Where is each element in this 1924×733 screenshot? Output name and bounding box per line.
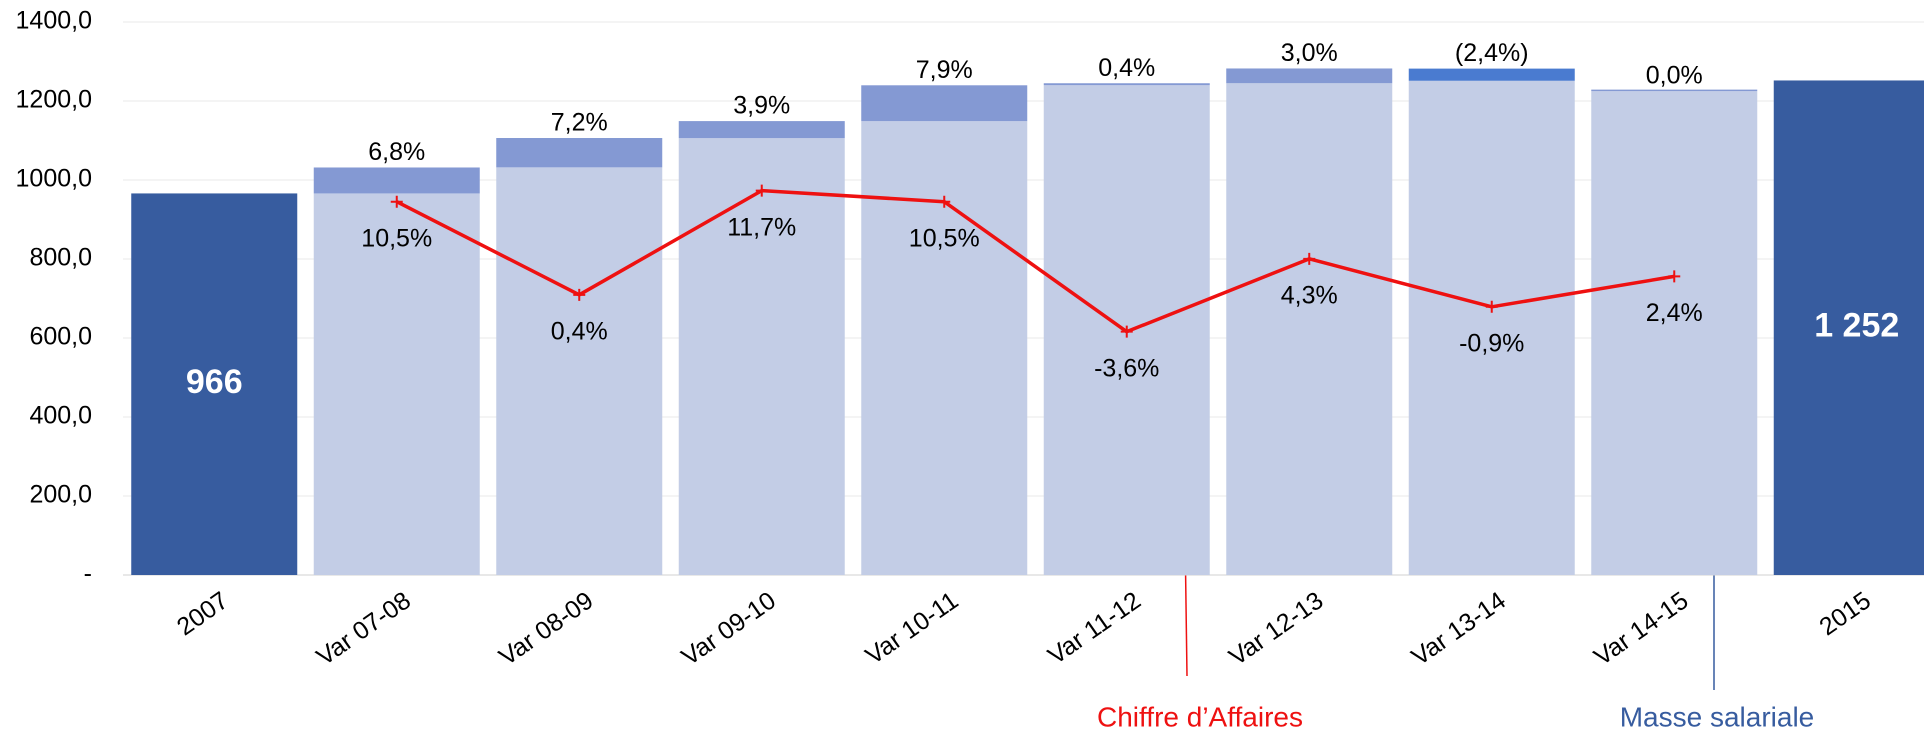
x-tick-label: Var 07-08 [312, 586, 416, 671]
point-marker [573, 288, 586, 301]
change-bar [1043, 83, 1210, 86]
point-label: 11,7% [727, 213, 796, 241]
point-marker [1303, 252, 1316, 265]
bar-annotation: Masse salariale [1620, 701, 1815, 732]
total-bar [1773, 80, 1924, 576]
x-tick-label: 2007 [172, 586, 234, 641]
y-tick-label: - [84, 560, 92, 588]
change-bar [1591, 89, 1758, 92]
y-tick-label: 1200,0 [16, 86, 92, 114]
x-tick-label: Var 10-11 [861, 586, 964, 670]
line-annotation: Chiffre d’Affaires [1097, 701, 1303, 732]
x-tick-label: Var 09-10 [677, 586, 781, 671]
point-label: -3,6% [1094, 354, 1159, 382]
point-label: 2,4% [1646, 299, 1703, 327]
change-bar [1408, 68, 1575, 81]
change-label: 3,0% [1281, 39, 1338, 67]
change-bar [1226, 68, 1393, 84]
base-bar [861, 121, 1028, 576]
change-bar [678, 121, 845, 139]
point-marker [1668, 270, 1681, 283]
change-label: 7,9% [916, 56, 973, 84]
x-tick-label: Var 11-12 [1043, 586, 1146, 670]
change-label: 0,4% [1098, 54, 1155, 82]
base-bar [313, 193, 480, 575]
change-bar [861, 85, 1028, 122]
point-label: 0,4% [551, 317, 608, 345]
point-marker [938, 195, 951, 208]
change-bar [496, 138, 663, 168]
y-tick-label: 600,0 [29, 323, 92, 351]
x-tick-label: Var 08-09 [494, 586, 598, 671]
point-label: 4,3% [1281, 281, 1338, 309]
total-label: 1 252 [1814, 307, 1899, 345]
base-bar [1591, 91, 1758, 575]
point-marker [755, 184, 768, 197]
total-bar [131, 193, 298, 575]
x-tick-label: 2015 [1814, 586, 1876, 641]
change-label: (2,4%) [1455, 39, 1529, 67]
change-label: 0,0% [1646, 62, 1703, 90]
x-tick-label: Var 14-15 [1589, 586, 1693, 671]
base-bar [1408, 80, 1575, 575]
base-bar [1226, 83, 1393, 575]
change-label: 6,8% [368, 138, 425, 166]
point-marker [1485, 300, 1498, 313]
change-label: 7,2% [551, 109, 608, 137]
base-bar [496, 167, 663, 576]
y-tick-label: 400,0 [29, 402, 92, 430]
point-marker [390, 195, 403, 208]
point-marker [1120, 325, 1133, 338]
point-label: -0,9% [1459, 329, 1524, 357]
total-label: 966 [186, 363, 243, 401]
y-tick-label: 1000,0 [16, 165, 92, 193]
base-bar [678, 138, 845, 575]
x-tick-label: Var 12-13 [1224, 586, 1328, 671]
y-tick-label: 800,0 [29, 244, 92, 272]
y-tick-label: 200,0 [29, 481, 92, 509]
point-label: 10,5% [361, 224, 432, 252]
x-tick-label: Var 13-14 [1407, 586, 1512, 671]
change-bar [313, 167, 480, 194]
point-label: 10,5% [909, 224, 980, 252]
y-tick-label: 1400,0 [16, 7, 92, 35]
change-label: 3,9% [733, 92, 790, 120]
line [395, 188, 1675, 334]
